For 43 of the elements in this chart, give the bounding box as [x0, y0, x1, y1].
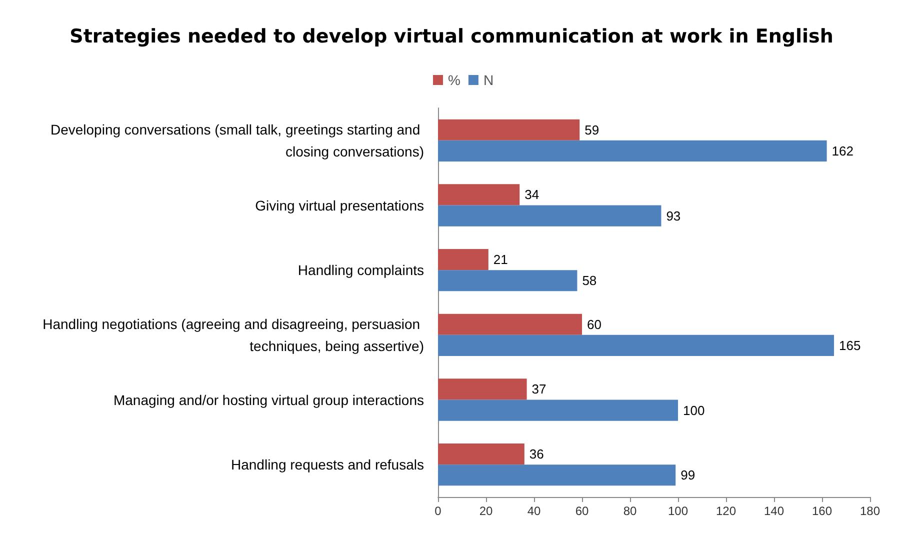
bar — [438, 184, 520, 206]
data-label: 59 — [584, 122, 600, 138]
legend-label: % — [448, 72, 460, 88]
data-label: 165 — [839, 338, 861, 353]
x-tick-label: 180 — [860, 504, 880, 518]
data-label: 60 — [587, 316, 602, 332]
x-tick-label: 100 — [668, 504, 688, 518]
bar — [438, 464, 676, 486]
y-tick-label: Handling requests and refusals — [230, 456, 424, 473]
x-tick-label: 80 — [623, 504, 637, 518]
bar — [438, 249, 488, 270]
bar — [438, 444, 524, 465]
chart-title: Strategies needed to develop virtual communication at work in English — [70, 26, 834, 48]
bar — [438, 400, 678, 421]
data-label: 93 — [666, 208, 681, 224]
bar — [438, 140, 827, 162]
x-tick-label: 120 — [716, 504, 736, 518]
x-tick-label: 0 — [434, 504, 442, 518]
x-tick-label: 140 — [764, 504, 784, 518]
y-tick-label: Giving virtual presentations — [255, 197, 424, 214]
y-tick-label: Handling negotiations (agreeing and disagreeing, persuasion techniques, being assertive) — [42, 316, 424, 354]
data-label: 162 — [832, 143, 854, 158]
legend-label: N — [483, 72, 494, 88]
bar — [438, 270, 578, 292]
bar — [438, 205, 662, 226]
x-tick-label: 20 — [479, 504, 493, 518]
data-label: 37 — [532, 382, 546, 397]
data-label: 36 — [529, 446, 544, 462]
data-label: 100 — [683, 402, 705, 418]
x-tick-label: 40 — [527, 504, 541, 518]
bar — [438, 119, 580, 140]
y-tick-label: Handling complaints — [298, 262, 424, 278]
bar — [438, 314, 582, 335]
x-tick-label: 160 — [812, 504, 832, 518]
x-tick-label: 60 — [575, 504, 589, 518]
data-label: 34 — [524, 187, 540, 202]
data-label: 58 — [582, 273, 597, 288]
data-label: 21 — [493, 252, 508, 268]
y-tick-label: Managing and/or hosting virtual group interactions — [113, 392, 424, 408]
data-label: 99 — [680, 468, 696, 483]
bar — [438, 378, 527, 400]
bar — [438, 334, 834, 356]
y-tick-label: Developing conversations (small talk, greetings starting and closing conversations) — [50, 121, 424, 160]
